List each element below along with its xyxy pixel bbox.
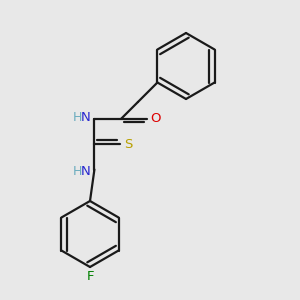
Text: S: S	[124, 137, 133, 151]
Text: F: F	[86, 269, 94, 283]
Text: H: H	[73, 164, 83, 178]
Text: O: O	[150, 112, 160, 125]
Text: N: N	[81, 110, 91, 124]
Text: N: N	[81, 164, 91, 178]
Text: H: H	[73, 110, 83, 124]
